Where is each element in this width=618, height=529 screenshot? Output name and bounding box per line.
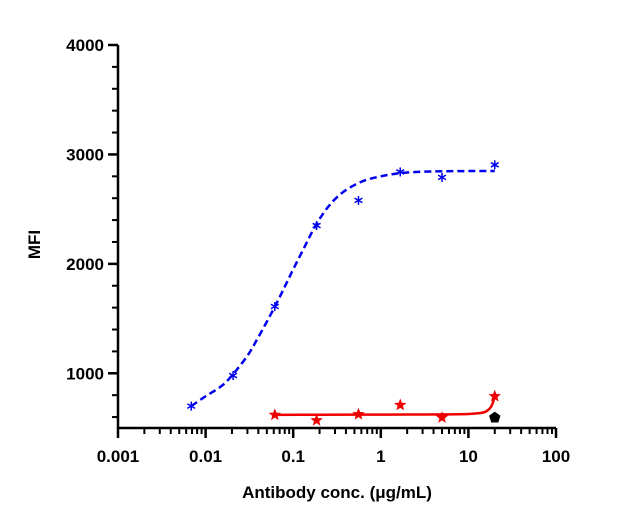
- y-tick-label: 2000: [66, 255, 104, 274]
- data-point-asterisk: [228, 370, 238, 380]
- asterisk-stroke: [395, 169, 405, 175]
- data-point-asterisk: [312, 221, 321, 231]
- x-tick-label: 0.1: [281, 447, 305, 466]
- asterisk-stroke: [354, 197, 363, 204]
- series-3: [489, 411, 501, 423]
- y-tick-label: 3000: [66, 145, 104, 164]
- data-point-star: [352, 407, 365, 420]
- data-point-pentagon: [489, 411, 501, 423]
- x-tick-label: 1: [376, 447, 385, 466]
- data-point-star: [488, 389, 501, 402]
- data-point-star: [310, 413, 323, 426]
- asterisk-stroke: [228, 372, 238, 379]
- data-point-star: [268, 408, 282, 421]
- data-point-asterisk: [186, 401, 196, 411]
- asterisk-stroke: [270, 303, 280, 310]
- data-point-asterisk: [395, 167, 405, 177]
- asterisk-stroke: [490, 161, 500, 168]
- plot-area: [186, 160, 501, 426]
- x-tick-label: 10: [459, 447, 478, 466]
- series-1: [186, 160, 500, 411]
- series-2: [268, 389, 501, 426]
- x-tick-label: 100: [542, 447, 570, 466]
- asterisk-stroke: [437, 174, 447, 181]
- data-point-asterisk: [437, 172, 447, 182]
- y-ticks: 1000 2000 3000 4000: [66, 36, 118, 419]
- y-axis-title: MFI: [25, 230, 44, 259]
- data-point-asterisk: [490, 160, 500, 170]
- x-axis-title: Antibody conc. (μg/mL): [242, 483, 432, 502]
- asterisk-stroke: [312, 222, 321, 229]
- asterisk-stroke: [186, 403, 196, 410]
- fit-curve-line: [190, 169, 495, 408]
- x-tick-label: 0.001: [97, 447, 140, 466]
- data-point-asterisk: [354, 195, 363, 205]
- y-axis: 1000 2000 3000 4000: [66, 36, 120, 429]
- y-tick-label: 1000: [66, 364, 104, 383]
- y-tick-label: 4000: [66, 36, 104, 55]
- x-tick-label: 0.01: [189, 447, 222, 466]
- fit-curve-line: [274, 395, 496, 417]
- data-point-asterisk: [270, 302, 280, 312]
- data-point-star: [435, 411, 449, 423]
- x-axis: 0.001 0.01 0.1 1 10 100: [97, 426, 570, 466]
- data-point-star: [394, 398, 407, 411]
- x-ticks: 0.001 0.01 0.1 1 10 100: [97, 428, 570, 466]
